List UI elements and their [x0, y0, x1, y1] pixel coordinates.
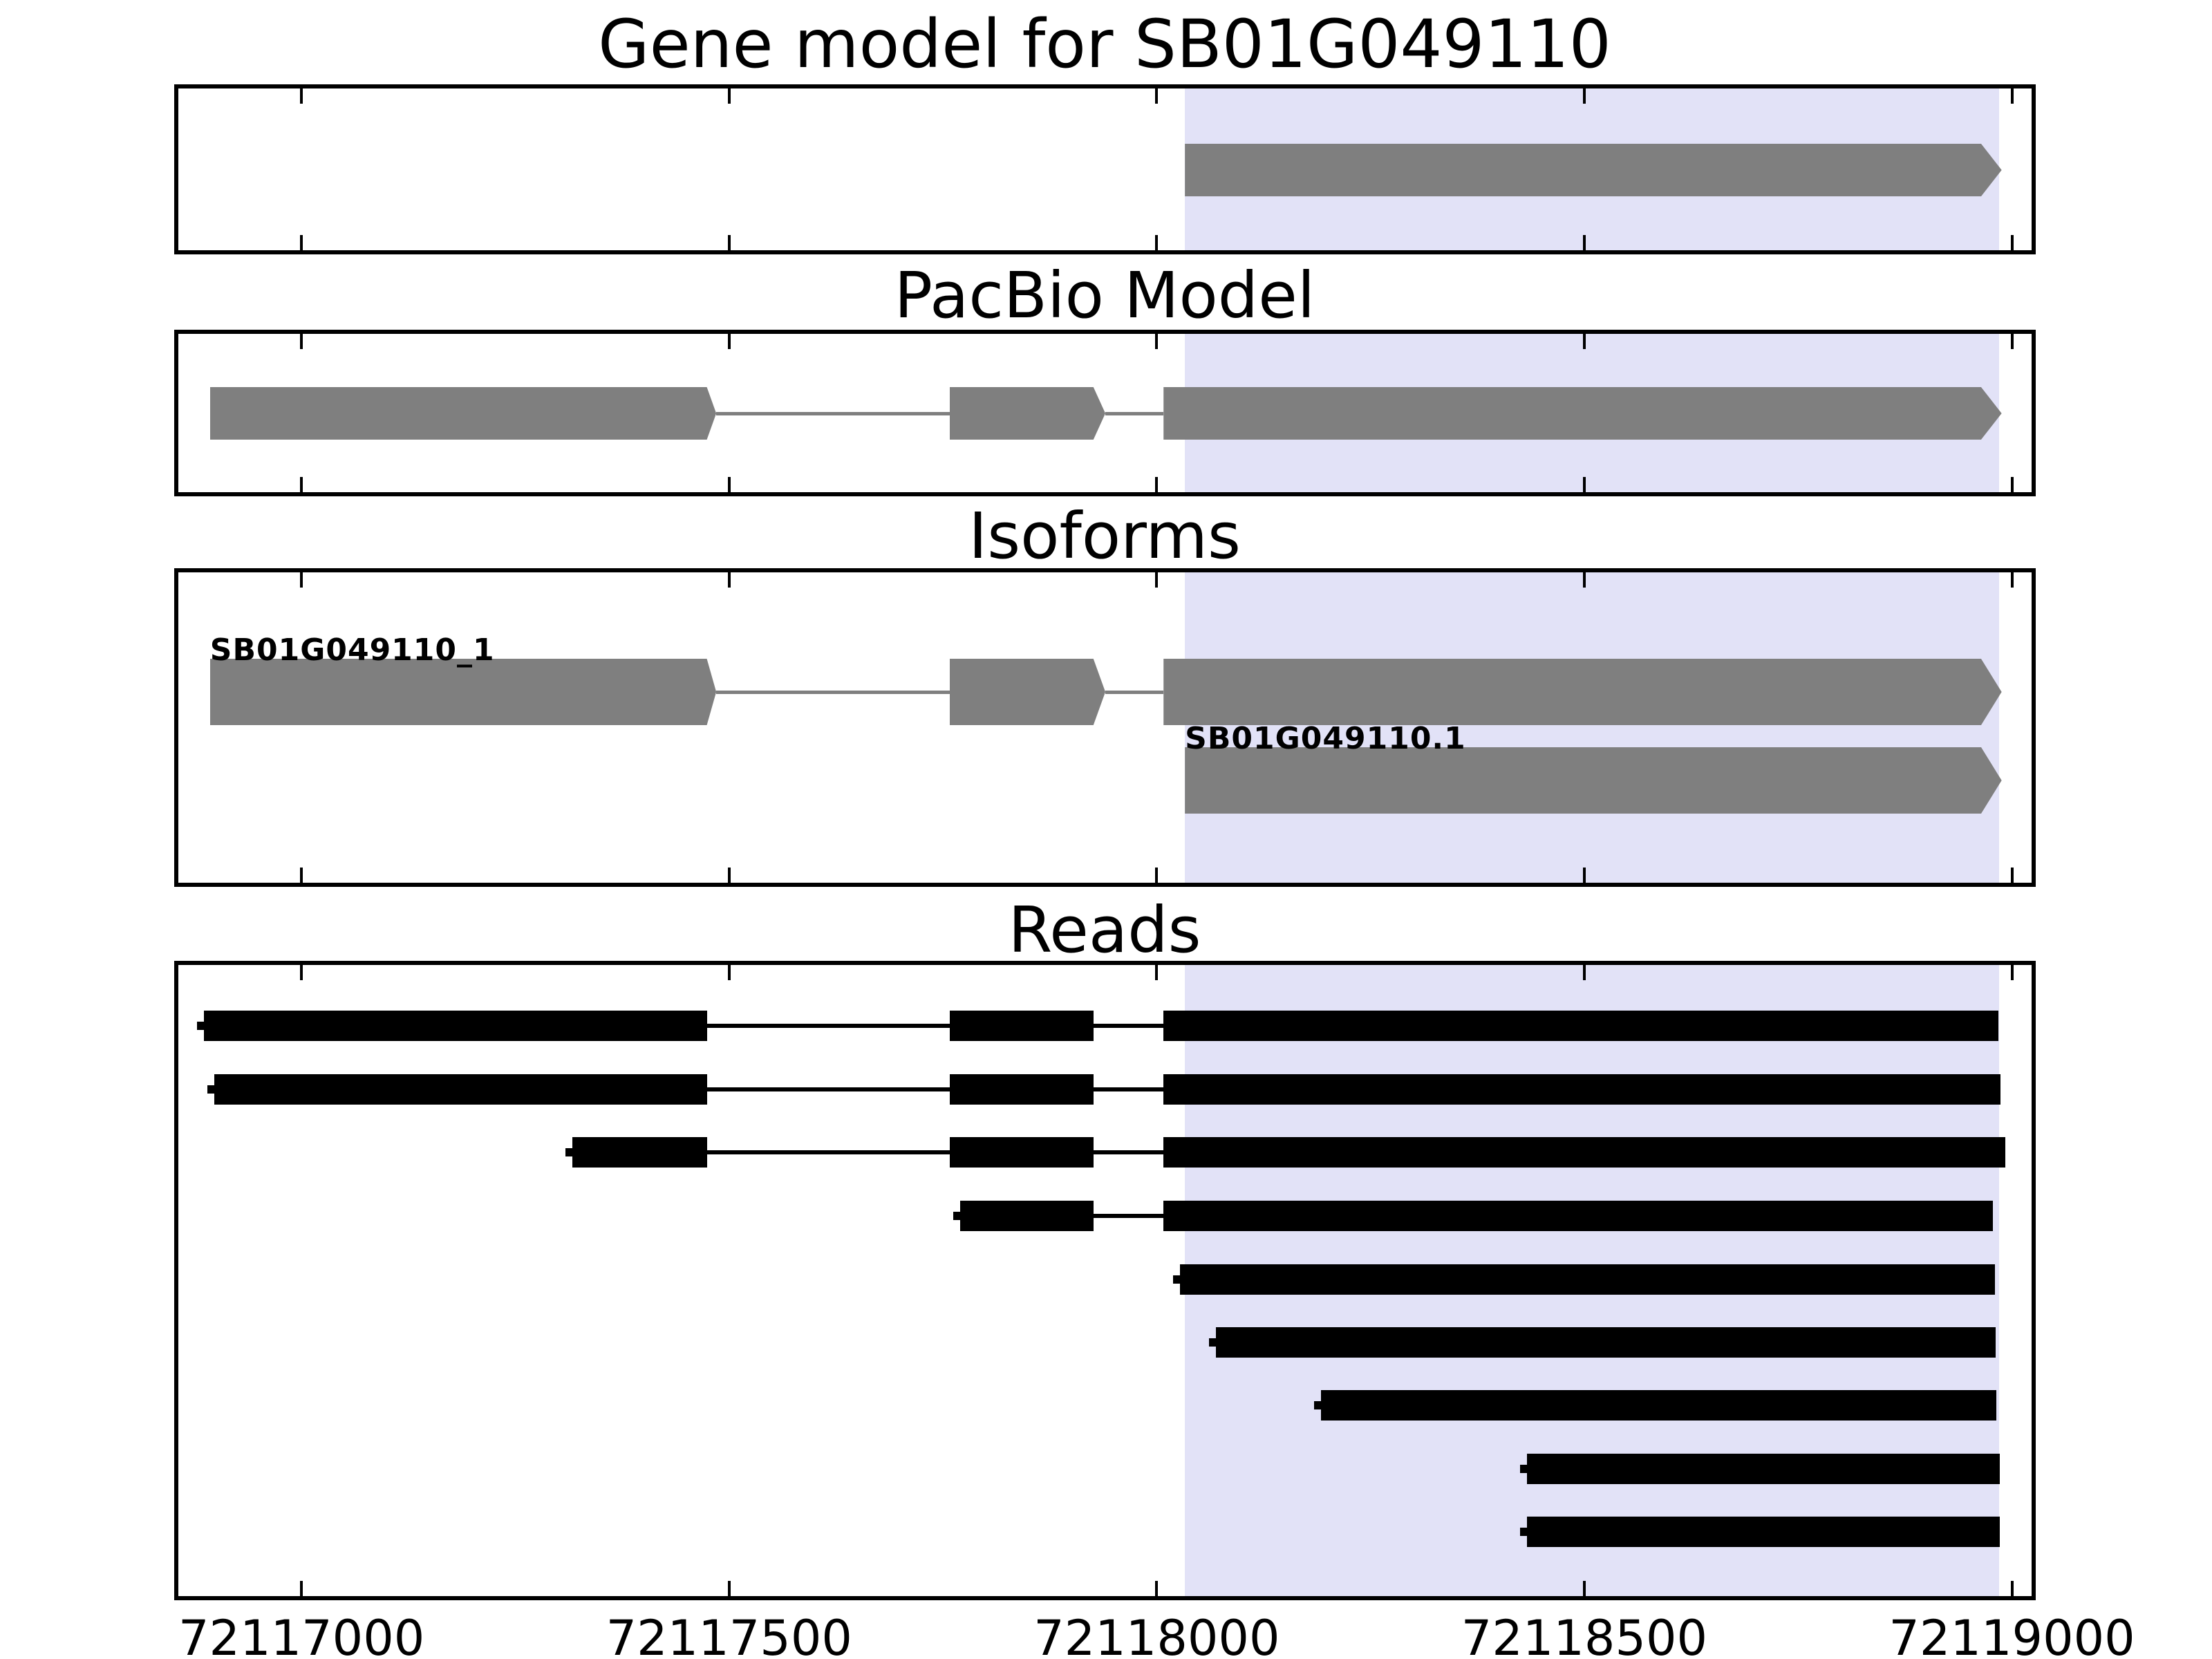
x-axis-tick-label: 72118500	[1461, 1610, 1708, 1659]
read-exon	[949, 1074, 1094, 1105]
x-axis-tick-label: 72118000	[1033, 1610, 1280, 1659]
axis-tick	[300, 965, 303, 980]
intron-line	[706, 1024, 950, 1028]
x-axis-tick-label: 72117500	[606, 1610, 852, 1659]
axis-tick	[1155, 334, 1159, 349]
x-axis-tick-label: 72119000	[1888, 1610, 2135, 1659]
intron-line	[716, 690, 950, 694]
read-exon	[1215, 1327, 1996, 1358]
model-exon-arrow	[209, 387, 717, 440]
figure-title: Gene model for SB01G049110	[598, 6, 1611, 83]
panel-isoforms: SB01G049110_1 SB01G049110.1	[174, 568, 2036, 887]
axis-tick	[727, 477, 731, 492]
model-exon-arrow	[949, 387, 1106, 440]
axis-tick	[1155, 88, 1159, 104]
read-exon	[572, 1137, 707, 1168]
track-title-pacbio-model: PacBio Model	[894, 259, 1315, 332]
read-exon	[1527, 1454, 2000, 1484]
axis-tick	[2010, 1581, 2014, 1596]
intron-line	[1105, 690, 1164, 694]
axis-tick	[1155, 477, 1159, 492]
isoform-label-2: SB01G049110.1	[1185, 721, 1466, 756]
read-exon	[949, 1137, 1094, 1168]
axis-tick	[1582, 235, 1586, 250]
axis-tick	[1582, 965, 1586, 980]
read-exon	[214, 1074, 707, 1105]
track-title-isoforms: Isoforms	[968, 499, 1241, 573]
axis-tick	[2010, 868, 2014, 883]
intron-line	[1105, 411, 1164, 415]
intron-line	[716, 411, 950, 415]
axis-tick	[2010, 88, 2014, 104]
axis-tick	[2010, 235, 2014, 250]
read-exon	[1163, 1074, 2001, 1105]
axis-tick	[1155, 965, 1159, 980]
axis-tick	[1582, 868, 1586, 883]
intron-line	[706, 1150, 950, 1154]
axis-tick	[300, 572, 303, 588]
model-exon-arrow	[1163, 659, 2002, 725]
panel-reads	[174, 961, 2036, 1600]
read-exon	[949, 1011, 1094, 1041]
axis-tick	[1582, 1581, 1586, 1596]
axis-tick	[300, 235, 303, 250]
axis-tick	[300, 1581, 303, 1596]
read-exon	[1179, 1264, 1995, 1295]
axis-tick	[300, 477, 303, 492]
axis-tick	[1582, 572, 1586, 588]
axis-tick	[727, 334, 731, 349]
axis-tick	[1155, 235, 1159, 250]
axis-tick	[300, 88, 303, 104]
axis-tick	[300, 868, 303, 883]
model-exon-arrow	[1185, 144, 2002, 196]
read-exon	[1163, 1011, 1998, 1041]
read-exon	[1163, 1137, 2005, 1168]
read-exon	[1163, 1201, 1994, 1231]
intron-line	[706, 1087, 950, 1091]
model-exon-arrow	[1185, 747, 2002, 814]
intron-line	[1093, 1087, 1164, 1091]
axis-tick	[2010, 965, 2014, 980]
intron-line	[1093, 1214, 1164, 1218]
axis-tick	[2010, 477, 2014, 492]
read-exon	[204, 1011, 707, 1041]
isoform-label-1: SB01G049110_1	[209, 632, 495, 668]
axis-tick	[1582, 88, 1586, 104]
read-exon	[1527, 1517, 2000, 1547]
axis-tick	[727, 235, 731, 250]
axis-tick	[1155, 868, 1159, 883]
axis-tick	[727, 88, 731, 104]
read-exon	[1320, 1390, 1997, 1421]
x-axis-tick-label: 72117000	[178, 1610, 425, 1659]
panel-gene-model	[174, 84, 2036, 254]
axis-tick	[727, 1581, 731, 1596]
axis-tick	[727, 965, 731, 980]
axis-tick	[2010, 334, 2014, 349]
axis-tick	[1582, 477, 1586, 492]
intron-line	[1093, 1024, 1164, 1028]
axis-tick	[1155, 1581, 1159, 1596]
axis-tick	[1155, 572, 1159, 588]
axis-tick	[727, 868, 731, 883]
intron-line	[1093, 1150, 1164, 1154]
highlight-region	[1185, 572, 1999, 883]
model-exon-arrow	[1163, 387, 2002, 440]
axis-tick	[1582, 334, 1586, 349]
model-exon-arrow	[209, 659, 717, 725]
axis-tick	[727, 572, 731, 588]
panel-pacbio-model	[174, 330, 2036, 496]
model-exon-arrow	[949, 659, 1106, 725]
read-exon	[959, 1201, 1094, 1231]
axis-tick	[2010, 572, 2014, 588]
axis-tick	[300, 334, 303, 349]
track-title-reads: Reads	[1008, 893, 1201, 967]
